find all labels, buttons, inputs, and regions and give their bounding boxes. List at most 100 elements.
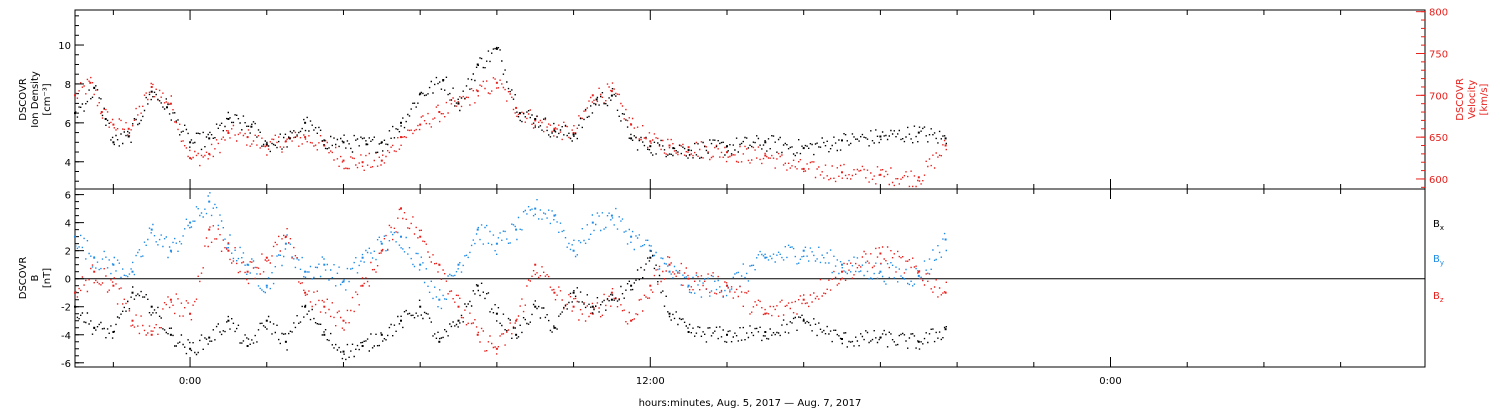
bottom-tick-label: -4 (61, 331, 71, 342)
density-series-point (112, 141, 115, 144)
bz-series-point (630, 319, 633, 322)
density-series-point (419, 92, 422, 95)
legend-label-main: B (1433, 254, 1440, 265)
bottom-tick-label: 0 (65, 275, 71, 286)
bx-series-point (74, 305, 76, 308)
top-right-tick-label: 600 (1429, 175, 1448, 186)
velocity-series-point (649, 140, 652, 143)
legend-label-sub: y (1440, 259, 1444, 267)
bz-series-point (515, 319, 518, 322)
by-series-point (169, 249, 172, 252)
bz-series (74, 207, 947, 355)
by-series-cloud (75, 192, 947, 310)
bz-series-point (93, 270, 96, 273)
x-tick-label: 12:00 (636, 376, 665, 387)
bx-series-point (284, 340, 287, 343)
density-series-point (265, 143, 268, 146)
by-series-point (265, 284, 268, 287)
velocity-series-point (112, 123, 115, 126)
by-series-point (419, 263, 422, 266)
bz-series-point (208, 228, 211, 231)
bx-series-point (131, 291, 134, 294)
bz-series-point (534, 263, 537, 266)
density-series-point (189, 141, 192, 144)
bz-series-point (649, 284, 652, 287)
velocity-series-point (495, 81, 498, 84)
bx-series-point (591, 305, 594, 308)
density-series-cloud (75, 46, 947, 159)
density-series-point (687, 149, 690, 152)
bz-series-point (944, 291, 947, 294)
bz-series-point (150, 333, 153, 336)
top-right-tick-label: 750 (1429, 49, 1448, 60)
velocity-series-point (89, 81, 92, 84)
bx-series-point (93, 326, 96, 329)
velocity-series-point (342, 159, 345, 162)
density-series-point (802, 147, 805, 150)
bx-series-point (534, 305, 537, 308)
by-series (74, 192, 947, 310)
bx-series-point (400, 319, 402, 322)
top-right-ylabel: DSCOVRVelocity[km/s] (1455, 78, 1490, 121)
bz-series-point (879, 252, 882, 255)
velocity-series-point (419, 123, 422, 126)
velocity-series-point (380, 159, 383, 162)
bx-series-point (668, 312, 671, 315)
by-series-point (515, 228, 518, 231)
bz-series-point (284, 235, 287, 238)
bx-series-point (246, 345, 249, 347)
by-series-point (879, 270, 882, 273)
bx-series-point (841, 338, 843, 340)
legend-label: By (1433, 254, 1444, 267)
bottom-ylabel-line: B (30, 274, 41, 281)
top-right-tick-label: 800 (1429, 8, 1448, 19)
top-frame (74, 9, 1426, 190)
bz-series-point (189, 312, 192, 315)
top-left-tick-label: 10 (58, 41, 71, 52)
density-series-point (288, 137, 291, 140)
by-series-point (917, 274, 920, 277)
top-left-tick-label: 4 (65, 158, 71, 169)
density-series-point (323, 139, 326, 142)
density-series-point (518, 112, 521, 115)
by-series-point (553, 214, 556, 217)
velocity-series (74, 76, 947, 188)
by-series-point (572, 249, 575, 252)
bx-series-point (515, 333, 518, 336)
density-series-point (841, 139, 843, 142)
by-series-point (74, 235, 76, 238)
by-series-point (323, 263, 326, 266)
bz-series-point (342, 319, 345, 322)
density-series-point (342, 141, 345, 144)
by-series-point (246, 263, 249, 266)
velocity-series-point (265, 144, 268, 147)
top-right-tick-label: 700 (1429, 91, 1448, 102)
density-series-point (672, 147, 675, 150)
bz-series-point (802, 298, 805, 301)
legend-label-sub: x (1440, 224, 1444, 232)
by-series-point (687, 284, 690, 287)
velocity-series-point (610, 90, 613, 93)
bz-series-point (131, 319, 134, 322)
bz-series-point (495, 347, 498, 350)
by-series-point (208, 200, 211, 203)
bx-series-point (380, 333, 383, 336)
velocity-series-point (284, 140, 287, 143)
density-series-point (879, 135, 882, 138)
top-left-ylabel: DSCOVRIon Density[cm⁻³] (18, 71, 53, 128)
bz-series-point (246, 270, 249, 273)
bx-series-point (553, 326, 556, 329)
velocity-series-point (668, 144, 671, 147)
bx-series-point (227, 319, 230, 322)
bx-series-point (342, 350, 345, 353)
density-series-point (553, 129, 556, 132)
velocity-series-point (189, 157, 192, 160)
bz-series-point (917, 270, 920, 273)
by-series-point (342, 280, 345, 283)
bx-series-point (630, 284, 633, 287)
top-left-ylabel-line: DSCOVR (18, 78, 29, 121)
velocity-series-point (438, 111, 441, 113)
top-left-ylabel-line: [cm⁻³] (42, 83, 53, 115)
bx-series-point (304, 305, 307, 308)
top-right-ylabel-line: DSCOVR (1455, 78, 1466, 121)
